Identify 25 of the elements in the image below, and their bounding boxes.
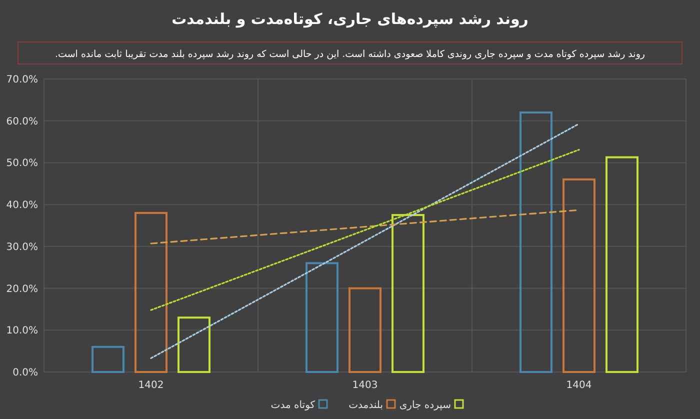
y-tick-label: 50.0% (6, 158, 38, 170)
chart-title: روند رشد سپرده‌های جاری، کوتاه‌مدت و بلندمدت (172, 10, 528, 28)
bar (348, 287, 382, 373)
bar (306, 262, 338, 373)
bar (392, 214, 424, 373)
y-tick-label: 70.0% (6, 74, 38, 86)
x-tick-label: 1404 (566, 380, 592, 391)
y-tick-label: 20.0% (6, 284, 38, 295)
y-tick-label: 40.0% (6, 200, 38, 212)
y-tick-label: 60.0% (6, 116, 38, 128)
y-tick-label: 30.0% (6, 242, 38, 253)
bar (178, 316, 210, 373)
y-tick-label: 10.0% (6, 326, 38, 337)
legend-label: سپرده جاری (399, 400, 451, 411)
y-tick-label: 0.0% (12, 368, 38, 378)
bar (92, 346, 124, 373)
bar (562, 178, 596, 373)
bar (520, 111, 552, 373)
legend-label: بلندمدت (348, 400, 383, 411)
legend-label: کوتاه مدت (270, 400, 316, 411)
x-tick-label: 1402 (138, 380, 164, 391)
x-tick-label: 1403 (352, 380, 378, 391)
bar (606, 156, 638, 373)
bar (134, 212, 168, 373)
chart-subtitle: روند رشد سپرده کوتاه مدت و سپرده جاری روندی کاملا صعودی داشته است. این در حالی است که روند رشد سپرده بلند مدت تقریبا ثابت مانده است. (54, 49, 646, 60)
